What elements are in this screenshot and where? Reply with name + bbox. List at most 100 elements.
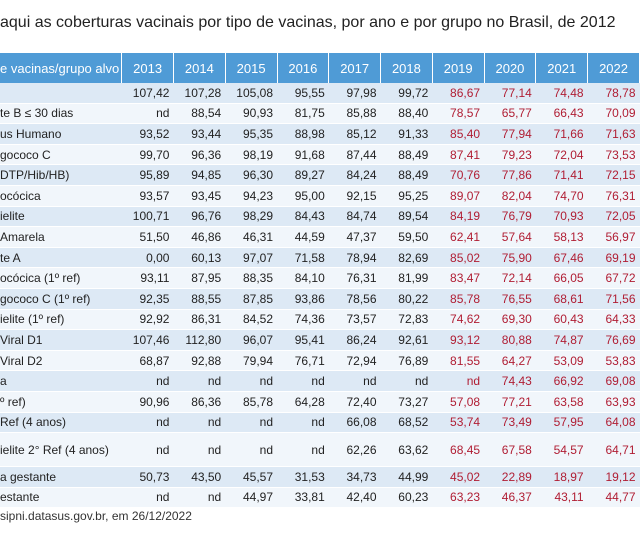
vaccine-name-cell: º ref)	[0, 391, 122, 413]
coverage-value-cell: 73,49	[484, 412, 536, 434]
column-header-year: 2017	[328, 53, 382, 83]
coverage-value-cell: 76,69	[587, 329, 640, 351]
coverage-value-cell: 74,43	[484, 370, 536, 392]
coverage-value-cell: 85,78	[432, 288, 485, 310]
coverage-value-cell: 57,95	[535, 412, 588, 434]
coverage-value-cell: 69,19	[587, 247, 640, 269]
coverage-value-cell: nd	[225, 370, 277, 392]
table-row: a gestante 50,73 43,50 45,57 31,53 34,73 44,99…	[0, 466, 640, 488]
column-header-year: 2013	[121, 53, 174, 83]
coverage-value-cell: 72,94	[328, 350, 381, 372]
coverage-value-cell: 60,13	[173, 247, 226, 269]
coverage-value-cell: 96,30	[225, 164, 277, 186]
coverage-value-cell: 66,08	[328, 412, 381, 434]
coverage-value-cell: 66,43	[535, 103, 588, 125]
coverage-value-cell: nd	[173, 412, 226, 434]
coverage-value-cell: 84,43	[277, 206, 329, 228]
column-header-year: 2020	[484, 53, 537, 83]
coverage-value-cell: 60,23	[380, 487, 433, 509]
coverage-value-cell: 76,31	[328, 267, 381, 289]
coverage-value-cell: 76,89	[380, 350, 433, 372]
coverage-value-cell: 78,56	[328, 288, 381, 310]
coverage-value-cell: 92,88	[173, 350, 226, 372]
coverage-value-cell: nd	[277, 432, 329, 468]
coverage-value-cell: 69,08	[587, 370, 640, 392]
coverage-value-cell: nd	[328, 370, 381, 392]
table-row: Viral D1 107,46 112,80 96,07 95,41 86,24 92,61…	[0, 329, 640, 351]
coverage-value-cell: 92,61	[380, 329, 433, 351]
coverage-value-cell: 93,45	[173, 185, 226, 207]
coverage-table: e vacinas/grupo alvo 2013 2014 2015 2016 201…	[0, 53, 640, 509]
coverage-value-cell: 45,57	[225, 466, 277, 488]
coverage-value-cell: 105,08	[225, 83, 277, 104]
coverage-value-cell: 70,76	[432, 164, 485, 186]
coverage-value-cell: 54,57	[535, 432, 588, 468]
coverage-value-cell: 85,02	[432, 247, 485, 269]
coverage-value-cell: 76,79	[484, 206, 536, 228]
coverage-value-cell: 68,52	[380, 412, 433, 434]
coverage-value-cell: 85,78	[225, 391, 277, 413]
table-row: a nd nd nd nd nd nd nd 74,43 66,92 69,08	[0, 370, 640, 392]
coverage-value-cell: 43,11	[535, 487, 588, 509]
coverage-value-cell: 76,55	[484, 288, 536, 310]
coverage-value-cell: 99,70	[121, 144, 174, 166]
coverage-value-cell: 77,21	[484, 391, 536, 413]
coverage-value-cell: 79,94	[225, 350, 277, 372]
table-row: Viral D2 68,87 92,88 79,94 76,71 72,94 76,89 81…	[0, 350, 640, 372]
coverage-value-cell: 85,40	[432, 123, 485, 145]
vaccine-name-cell: ielite	[0, 206, 122, 228]
coverage-value-cell: 42,40	[328, 487, 381, 509]
vaccine-name-cell: Ref (4 anos)	[0, 412, 122, 434]
vaccine-name-cell	[0, 83, 122, 104]
coverage-value-cell: 93,11	[121, 267, 174, 289]
coverage-value-cell: 80,22	[380, 288, 433, 310]
coverage-value-cell: 86,31	[173, 309, 226, 331]
coverage-value-cell: 66,92	[535, 370, 588, 392]
coverage-value-cell: nd	[173, 487, 226, 509]
vaccine-name-cell: ielite (1º ref)	[0, 309, 122, 331]
coverage-value-cell: 84,24	[328, 164, 381, 186]
coverage-value-cell: 88,35	[225, 267, 277, 289]
source-note: sipni.datasus.gov.br, em 26/12/2022	[0, 509, 192, 523]
coverage-value-cell: 88,98	[277, 123, 329, 145]
coverage-value-cell: 22,89	[484, 466, 536, 488]
coverage-value-cell: 72,05	[587, 206, 640, 228]
coverage-value-cell: 71,58	[277, 247, 329, 269]
coverage-value-cell: 45,02	[432, 466, 485, 488]
coverage-value-cell: nd	[121, 370, 174, 392]
vaccine-name-cell: te B ≤ 30 dias	[0, 103, 122, 125]
coverage-value-cell: 67,58	[484, 432, 536, 468]
coverage-value-cell: 88,49	[380, 164, 433, 186]
coverage-value-cell: 88,40	[380, 103, 433, 125]
coverage-value-cell: 83,47	[432, 267, 485, 289]
vaccine-name-cell: ielite 2° Ref (4 anos)	[0, 432, 122, 468]
coverage-value-cell: 64,71	[587, 432, 640, 468]
coverage-value-cell: 77,86	[484, 164, 536, 186]
coverage-value-cell: nd	[173, 432, 226, 468]
table-row: DTP/Hib/HB) 95,89 94,85 96,30 89,27 84,24 88,4…	[0, 164, 640, 186]
coverage-table-container: e vacinas/grupo alvo 2013 2014 2015 2016 201…	[0, 53, 640, 509]
coverage-value-cell: 85,88	[328, 103, 381, 125]
coverage-value-cell: 44,97	[225, 487, 277, 509]
coverage-value-cell: 47,37	[328, 226, 381, 248]
coverage-value-cell: 86,67	[432, 83, 485, 104]
coverage-value-cell: 88,55	[173, 288, 226, 310]
coverage-value-cell: 91,33	[380, 123, 433, 145]
coverage-value-cell: 90,93	[225, 103, 277, 125]
vaccine-name-cell: DTP/Hib/HB)	[0, 164, 122, 186]
vaccine-name-cell: a	[0, 370, 122, 392]
column-header-vaccine: e vacinas/grupo alvo	[0, 53, 123, 83]
coverage-value-cell: 88,54	[173, 103, 226, 125]
coverage-value-cell: 93,86	[277, 288, 329, 310]
coverage-value-cell: 64,28	[277, 391, 329, 413]
vaccine-name-cell: gococo C (1º ref)	[0, 288, 122, 310]
coverage-value-cell: 64,08	[587, 412, 640, 434]
coverage-value-cell: 63,58	[535, 391, 588, 413]
coverage-value-cell: 81,75	[277, 103, 329, 125]
coverage-value-cell: 84,74	[328, 206, 381, 228]
coverage-value-cell: 67,46	[535, 247, 588, 269]
coverage-value-cell: 46,31	[225, 226, 277, 248]
coverage-value-cell: nd	[277, 412, 329, 434]
coverage-value-cell: nd	[432, 370, 485, 392]
coverage-value-cell: 96,36	[173, 144, 226, 166]
